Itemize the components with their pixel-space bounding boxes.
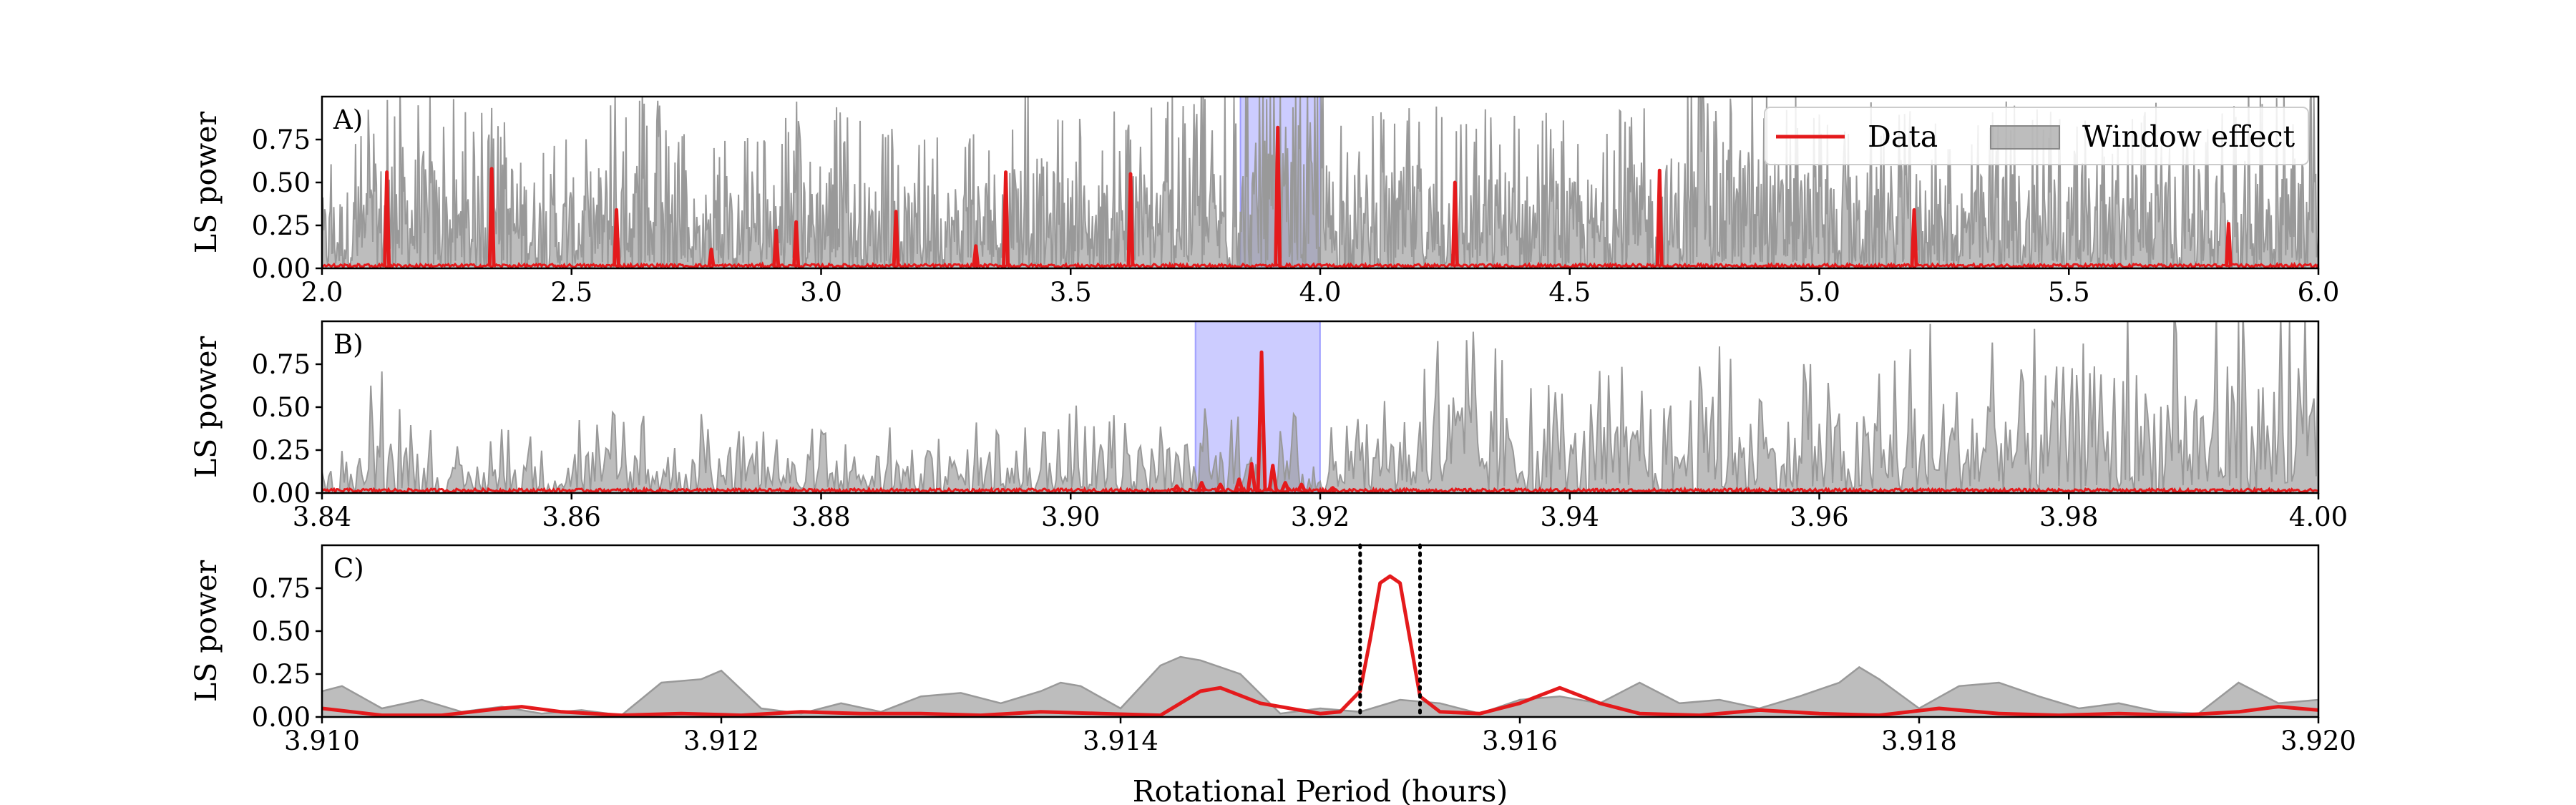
panel-b-window-series xyxy=(322,321,2318,493)
y-tick-label: 0.00 xyxy=(252,478,311,509)
data-peak xyxy=(707,248,716,267)
x-tick-label: 3.910 xyxy=(284,726,360,756)
data-peak xyxy=(1296,482,1307,492)
data-peak xyxy=(1279,481,1291,492)
x-tick-label: 4.5 xyxy=(1548,277,1591,308)
data-peak xyxy=(1215,482,1226,492)
panel-c-ticks: 3.910 3.912 3.914 3.916 3.918 3.920 0.00 0.25 0.… xyxy=(252,573,2356,756)
x-tick-label: 6.0 xyxy=(2298,277,2340,308)
data-peak xyxy=(1196,481,1207,492)
panel-a-ylabel: LS power xyxy=(189,111,223,253)
panel-a-data-series xyxy=(322,125,2318,268)
y-tick-label: 0.00 xyxy=(252,253,311,284)
data-peak xyxy=(1910,208,1918,267)
x-tick-label: 3.918 xyxy=(1881,726,1957,756)
x-tick-label: 3.92 xyxy=(1291,502,1350,532)
panel-b-data-series xyxy=(322,350,2318,493)
legend-data-label: Data xyxy=(1868,119,1938,154)
panel-b-letter: B) xyxy=(333,329,364,360)
data-peak xyxy=(772,228,781,267)
panel-c-data-series xyxy=(322,574,2318,717)
x-tick-label: 3.916 xyxy=(1482,726,1558,756)
data-peak xyxy=(1274,125,1282,267)
y-tick-label: 0.00 xyxy=(252,702,311,733)
data-peak xyxy=(1267,464,1279,492)
panel-b-ticks: 3.84 3.86 3.88 3.90 3.92 3.94 3.96 3.98 4.00 0.00… xyxy=(252,349,2348,532)
data-peak xyxy=(1234,477,1245,492)
x-tick-label: 3.920 xyxy=(2280,726,2356,756)
y-tick-label: 0.50 xyxy=(252,392,311,423)
panel-c: 3.910 3.912 3.914 3.916 3.918 3.920 0.00 0.25 0.… xyxy=(189,543,2356,805)
x-tick-label: 4.00 xyxy=(2289,502,2348,532)
data-peak xyxy=(1002,170,1010,267)
data-peak xyxy=(1246,462,1257,492)
x-tick-label: 3.86 xyxy=(542,502,601,532)
y-tick-label: 0.25 xyxy=(252,659,311,690)
data-peak xyxy=(1655,168,1664,267)
data-peak xyxy=(1256,350,1267,492)
y-tick-label: 0.75 xyxy=(252,349,311,380)
y-tick-label: 0.75 xyxy=(252,573,311,604)
data-line xyxy=(322,574,2318,717)
data-peak xyxy=(383,170,391,267)
x-tick-label: 3.0 xyxy=(800,277,842,308)
legend: Data Window effect xyxy=(1764,107,2309,165)
data-baseline xyxy=(322,261,2318,268)
x-tick-label: 3.88 xyxy=(791,502,850,532)
x-tick-label: 3.5 xyxy=(1050,277,1092,308)
panel-c-vlines xyxy=(1358,543,1422,719)
x-tick-label: 3.96 xyxy=(1790,502,1848,532)
panel-c-letter: C) xyxy=(333,553,364,584)
x-tick-label: 3.914 xyxy=(1083,726,1158,756)
x-tick-label: 3.90 xyxy=(1041,502,1100,532)
legend-window-swatch xyxy=(1990,125,2060,150)
data-peak xyxy=(792,220,801,267)
data-peak xyxy=(1450,180,1459,267)
panel-c-xlabel: Rotational Period (hours) xyxy=(1133,774,1508,805)
panel-a: 2.0 2.5 3.0 3.5 4.0 4.5 5.0 5.5 6.0 0.00 0.25 0.50 0… xyxy=(189,95,2340,308)
panel-c-ylabel: LS power xyxy=(189,560,223,702)
data-peak xyxy=(1171,484,1182,493)
data-peak xyxy=(972,244,980,267)
data-peak xyxy=(1126,172,1135,267)
data-peak xyxy=(2224,222,2233,267)
x-tick-label: 3.912 xyxy=(683,726,759,756)
panel-b: 3.84 3.86 3.88 3.90 3.92 3.94 3.96 3.98 4.00 0.00… xyxy=(189,320,2348,532)
panel-a-ticks: 2.0 2.5 3.0 3.5 4.0 4.5 5.0 5.5 6.0 0.00 0.25 0.50 0… xyxy=(252,125,2340,308)
x-tick-label: 3.84 xyxy=(293,502,351,532)
data-baseline xyxy=(322,486,2318,493)
x-tick-label: 3.98 xyxy=(2039,502,2098,532)
x-tick-label: 4.0 xyxy=(1299,277,1342,308)
y-tick-label: 0.75 xyxy=(252,125,311,155)
x-tick-label: 3.94 xyxy=(1541,502,1599,532)
panel-b-ylabel: LS power xyxy=(189,336,223,478)
x-tick-label: 2.0 xyxy=(301,277,343,308)
x-tick-label: 2.5 xyxy=(550,277,592,308)
x-tick-label: 5.0 xyxy=(1798,277,1840,308)
x-tick-label: 5.5 xyxy=(2048,277,2090,308)
data-peak xyxy=(1327,486,1338,493)
legend-window-label: Window effect xyxy=(2082,119,2296,154)
panel-a-letter: A) xyxy=(333,104,363,135)
data-peak xyxy=(487,167,496,267)
y-tick-label: 0.25 xyxy=(252,435,311,466)
y-tick-label: 0.50 xyxy=(252,616,311,647)
data-peak xyxy=(613,208,621,267)
data-peak xyxy=(892,210,900,267)
window-effect-area xyxy=(322,321,2318,493)
y-tick-label: 0.25 xyxy=(252,210,311,241)
y-tick-label: 0.50 xyxy=(252,167,311,198)
